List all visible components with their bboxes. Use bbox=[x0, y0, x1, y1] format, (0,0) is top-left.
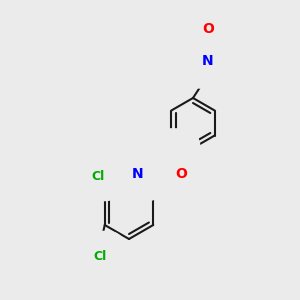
Text: O: O bbox=[175, 167, 187, 181]
Text: N: N bbox=[132, 167, 144, 181]
Text: Cl: Cl bbox=[92, 169, 105, 182]
Text: N: N bbox=[202, 54, 214, 68]
Text: O: O bbox=[202, 22, 214, 36]
Text: N: N bbox=[168, 149, 180, 163]
Text: H: H bbox=[159, 151, 169, 161]
Text: H: H bbox=[122, 168, 132, 178]
Text: Cl: Cl bbox=[93, 250, 106, 262]
